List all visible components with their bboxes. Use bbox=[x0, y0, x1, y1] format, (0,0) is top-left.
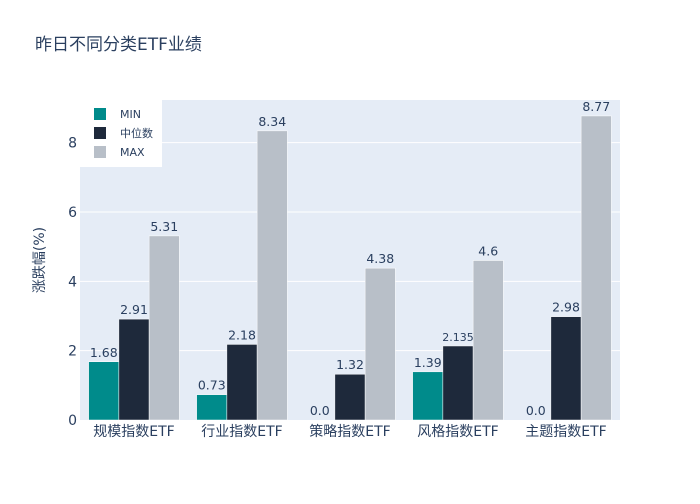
bar-value-label: 1.39 bbox=[414, 355, 442, 370]
bar-value-label: 0.73 bbox=[198, 378, 226, 393]
x-tick-label: 行业指数ETF bbox=[201, 424, 282, 440]
bar bbox=[148, 235, 180, 421]
bar-value-label: 1.68 bbox=[90, 345, 118, 360]
bar bbox=[412, 371, 444, 421]
y-tick-label: 8 bbox=[68, 136, 77, 152]
y-tick-label: 0 bbox=[68, 413, 77, 429]
y-tick-label: 2 bbox=[68, 344, 77, 360]
bar-value-label: 8.77 bbox=[582, 99, 610, 114]
y-tick-label: 4 bbox=[68, 274, 77, 290]
bar bbox=[196, 394, 228, 421]
legend-swatch bbox=[94, 146, 106, 158]
y-tick-label: 6 bbox=[68, 205, 77, 221]
bar-value-label: 4.38 bbox=[366, 251, 394, 266]
bar bbox=[550, 316, 582, 421]
x-tick-label: 策略指数ETF bbox=[309, 423, 390, 440]
legend-background bbox=[80, 100, 162, 167]
bar-value-label: 2.91 bbox=[120, 302, 148, 317]
bar bbox=[364, 267, 396, 421]
bar-value-label: 8.34 bbox=[258, 114, 286, 129]
bar-value-label: 2.135 bbox=[442, 331, 474, 344]
bar-value-label: 2.18 bbox=[228, 327, 256, 342]
bar-value-labels: 1.682.915.310.732.188.340.01.324.381.392… bbox=[90, 99, 610, 418]
x-tick-labels: 规模指数ETF 行业指数ETF 策略指数ETF 风格指数ETF 主题指数ETF bbox=[93, 423, 606, 440]
x-tick-label: 风格指数ETF bbox=[417, 424, 498, 440]
bar bbox=[472, 260, 504, 421]
x-tick-label: 主题指数ETF bbox=[525, 424, 606, 440]
bar bbox=[334, 373, 366, 421]
y-tick-labels: 0 2 4 6 8 bbox=[68, 136, 77, 429]
bar-value-label: 0.0 bbox=[526, 403, 546, 418]
legend-swatch bbox=[94, 127, 106, 139]
legend-swatch bbox=[94, 108, 106, 120]
y-axis-title: 涨跌幅(%) bbox=[32, 227, 48, 293]
bar-value-label: 1.32 bbox=[336, 357, 364, 372]
bars bbox=[88, 115, 612, 421]
bar bbox=[226, 344, 258, 421]
chart-title: 昨日不同分类ETF业绩 bbox=[35, 35, 202, 55]
bar bbox=[580, 115, 612, 421]
bar-value-label: 2.98 bbox=[552, 300, 580, 315]
bar-value-label: 5.31 bbox=[150, 219, 178, 234]
bar-value-label: 4.6 bbox=[478, 244, 498, 259]
legend-label: 中位数 bbox=[120, 126, 153, 140]
bar bbox=[256, 130, 288, 421]
legend-label: MIN bbox=[120, 108, 141, 121]
bar bbox=[118, 318, 150, 421]
legend-label: MAX bbox=[120, 146, 145, 159]
bar-value-label: 0.0 bbox=[310, 403, 330, 418]
legend: MIN 中位数 MAX bbox=[80, 100, 162, 167]
bar bbox=[88, 361, 120, 421]
bar bbox=[442, 345, 474, 421]
x-tick-label: 规模指数ETF bbox=[93, 424, 174, 440]
